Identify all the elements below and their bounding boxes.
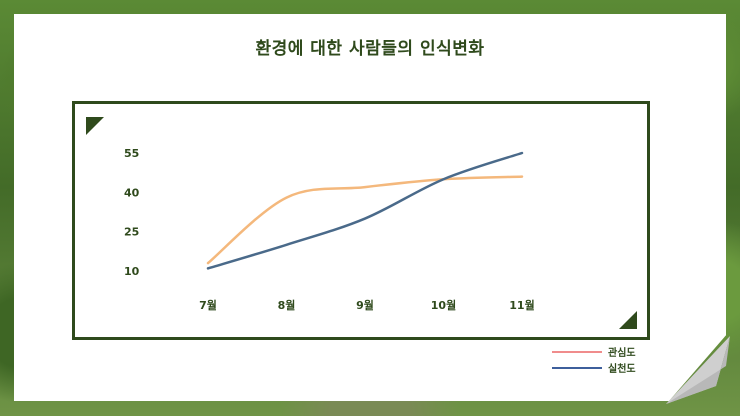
page-curl <box>666 336 730 404</box>
legend-label-interest: 관심도 <box>608 348 636 359</box>
y-tick-label: 55 <box>124 147 139 160</box>
legend: 관심도 실천도 <box>552 344 652 375</box>
series-line-interest <box>206 175 524 265</box>
legend-swatch-interest <box>552 351 602 353</box>
x-tick-label: 8월 <box>278 298 296 312</box>
legend-item-practice: 실천도 <box>552 360 652 375</box>
y-tick-label: 25 <box>124 226 139 239</box>
x-tick-label: 7월 <box>199 298 217 312</box>
legend-item-interest: 관심도 <box>552 344 652 359</box>
x-tick-label: 9월 <box>356 298 374 312</box>
corner-triangle-bottom-right <box>619 311 637 329</box>
paper-card <box>14 14 726 401</box>
x-tick-label: 11월 <box>509 298 534 312</box>
legend-label-practice: 실천도 <box>608 364 636 375</box>
y-tick-label: 40 <box>124 186 140 199</box>
y-tick-label: 10 <box>124 265 140 278</box>
chart-title: 환경에 대한 사람들의 인식변화 <box>255 39 485 59</box>
x-tick-label: 10월 <box>431 298 456 312</box>
legend-swatch-practice <box>552 367 602 369</box>
series-line-practice <box>206 151 524 270</box>
corner-triangle-top-left <box>86 117 104 135</box>
chart-frame <box>72 101 650 340</box>
